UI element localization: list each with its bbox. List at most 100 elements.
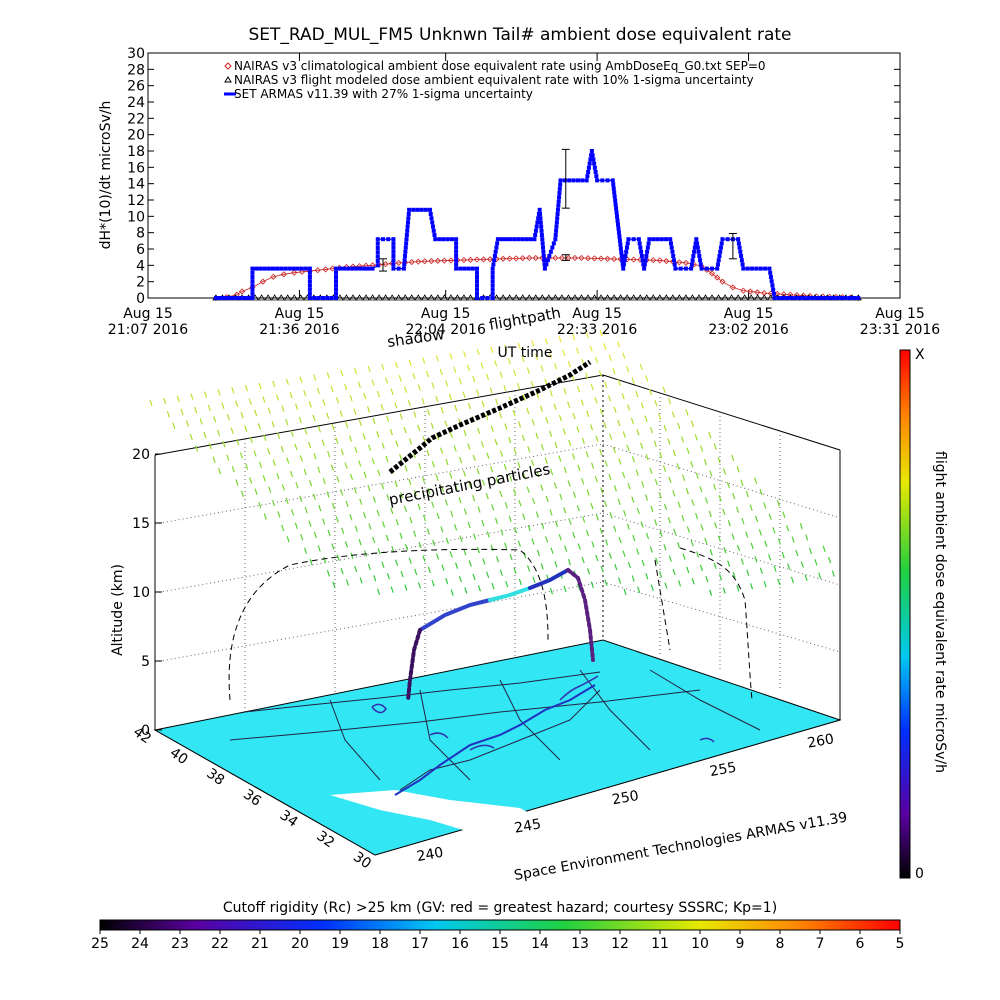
data-point-square xyxy=(612,190,617,195)
particle-dash xyxy=(686,526,690,533)
data-point-square xyxy=(617,234,622,239)
data-point-square xyxy=(334,296,338,300)
particle-dash xyxy=(540,484,544,491)
rigidity-tick-label: 20 xyxy=(291,936,309,952)
particle-dash xyxy=(694,434,698,441)
data-point-square xyxy=(250,283,255,288)
data-point-square xyxy=(822,296,827,300)
particle-dash xyxy=(482,558,486,565)
data-point-triangle xyxy=(525,294,533,301)
y-tick-label: 0 xyxy=(136,291,145,307)
particle-dash xyxy=(382,521,386,528)
ground-track xyxy=(394,684,596,796)
particle-dash xyxy=(395,440,399,447)
data-point-square xyxy=(375,241,380,246)
particle-dash xyxy=(645,532,650,540)
data-point-square xyxy=(554,220,559,225)
particle-dash xyxy=(595,435,599,442)
y-tick-label: 4 xyxy=(136,258,145,274)
data-point-square xyxy=(338,266,343,271)
data-point-square xyxy=(554,224,559,229)
particle-dash xyxy=(599,408,603,415)
particle-dash xyxy=(258,502,262,509)
particle-dash xyxy=(567,558,572,566)
data-point-square xyxy=(375,254,380,259)
particle-dash xyxy=(626,444,630,452)
particle-dash xyxy=(787,563,791,570)
data-point-square xyxy=(250,266,255,271)
particle-dash xyxy=(691,499,695,506)
data-point-square xyxy=(454,237,459,242)
particle-dash xyxy=(563,387,567,395)
data-point-square xyxy=(557,186,562,191)
data-point-triangle xyxy=(375,294,383,301)
state-borders xyxy=(229,669,761,791)
data-point-triangle xyxy=(414,294,422,301)
particle-dash xyxy=(672,449,676,457)
particle-dash xyxy=(822,545,826,552)
data-point-square xyxy=(504,237,509,242)
particle-dash xyxy=(736,466,740,473)
particle-dash xyxy=(727,560,731,567)
flightpath-shadow xyxy=(388,359,592,474)
data-point-square xyxy=(405,220,410,225)
particle-dash xyxy=(553,403,557,410)
data-point-triangle xyxy=(447,294,455,301)
particle-dash xyxy=(580,399,584,406)
particle-dash xyxy=(472,573,476,581)
data-point-triangle xyxy=(727,294,736,301)
longitude-ticks: 240 245 250 255 260 xyxy=(416,731,836,865)
precipitating-particles-field xyxy=(149,329,835,596)
data-point-square xyxy=(485,296,490,300)
x-tick-label-time: 21:07 2016 xyxy=(108,322,189,338)
data-point-triangle xyxy=(283,294,292,301)
data-point-square xyxy=(362,266,367,271)
data-point-square xyxy=(234,296,239,300)
data-point-triangle xyxy=(740,294,749,301)
data-point-square xyxy=(475,275,479,279)
particle-dash xyxy=(626,523,630,530)
data-point-square xyxy=(533,233,538,237)
data-point-diamond xyxy=(754,289,761,296)
rigidity-tick-label: 11 xyxy=(651,936,669,952)
particle-dash xyxy=(549,509,553,516)
particle-dash xyxy=(271,499,276,507)
particle-dash xyxy=(149,399,153,407)
data-point-triangle xyxy=(421,294,429,301)
data-point-square xyxy=(532,237,537,242)
particle-dash xyxy=(521,434,525,442)
particle-dash xyxy=(477,585,482,592)
rigidity-tick-label: 15 xyxy=(491,936,509,952)
particle-dash xyxy=(622,431,626,438)
particle-dash xyxy=(759,567,763,574)
particle-dash xyxy=(435,355,439,362)
data-point-square xyxy=(605,178,610,183)
data-point-triangle xyxy=(584,294,592,301)
data-point-triangle xyxy=(753,294,762,301)
data-point-triangle xyxy=(577,294,586,301)
particle-dash xyxy=(658,492,662,499)
particle-dash xyxy=(408,557,412,564)
particle-dash xyxy=(654,478,658,486)
data-point-triangle xyxy=(623,294,631,301)
data-point-diamond xyxy=(611,255,618,263)
particle-dash xyxy=(608,473,612,481)
particle-dash xyxy=(422,514,427,522)
y-tick-label: 10 xyxy=(127,209,145,225)
particle-dash xyxy=(571,453,576,460)
data-point-square xyxy=(617,238,622,243)
data-point-square xyxy=(673,266,678,271)
data-point-square xyxy=(741,266,746,271)
data-point-triangle xyxy=(401,294,409,301)
data-point-square xyxy=(495,237,500,242)
particle-dash xyxy=(631,456,636,463)
particle-dash xyxy=(399,413,403,420)
particle-dash xyxy=(709,589,713,596)
particle-dash xyxy=(450,510,454,518)
particle-dash xyxy=(494,360,498,367)
particle-dash xyxy=(613,525,617,533)
particle-dash xyxy=(263,513,267,520)
particle-dash xyxy=(676,541,681,549)
x-tick-label-time: 23:31 2016 xyxy=(860,322,941,338)
